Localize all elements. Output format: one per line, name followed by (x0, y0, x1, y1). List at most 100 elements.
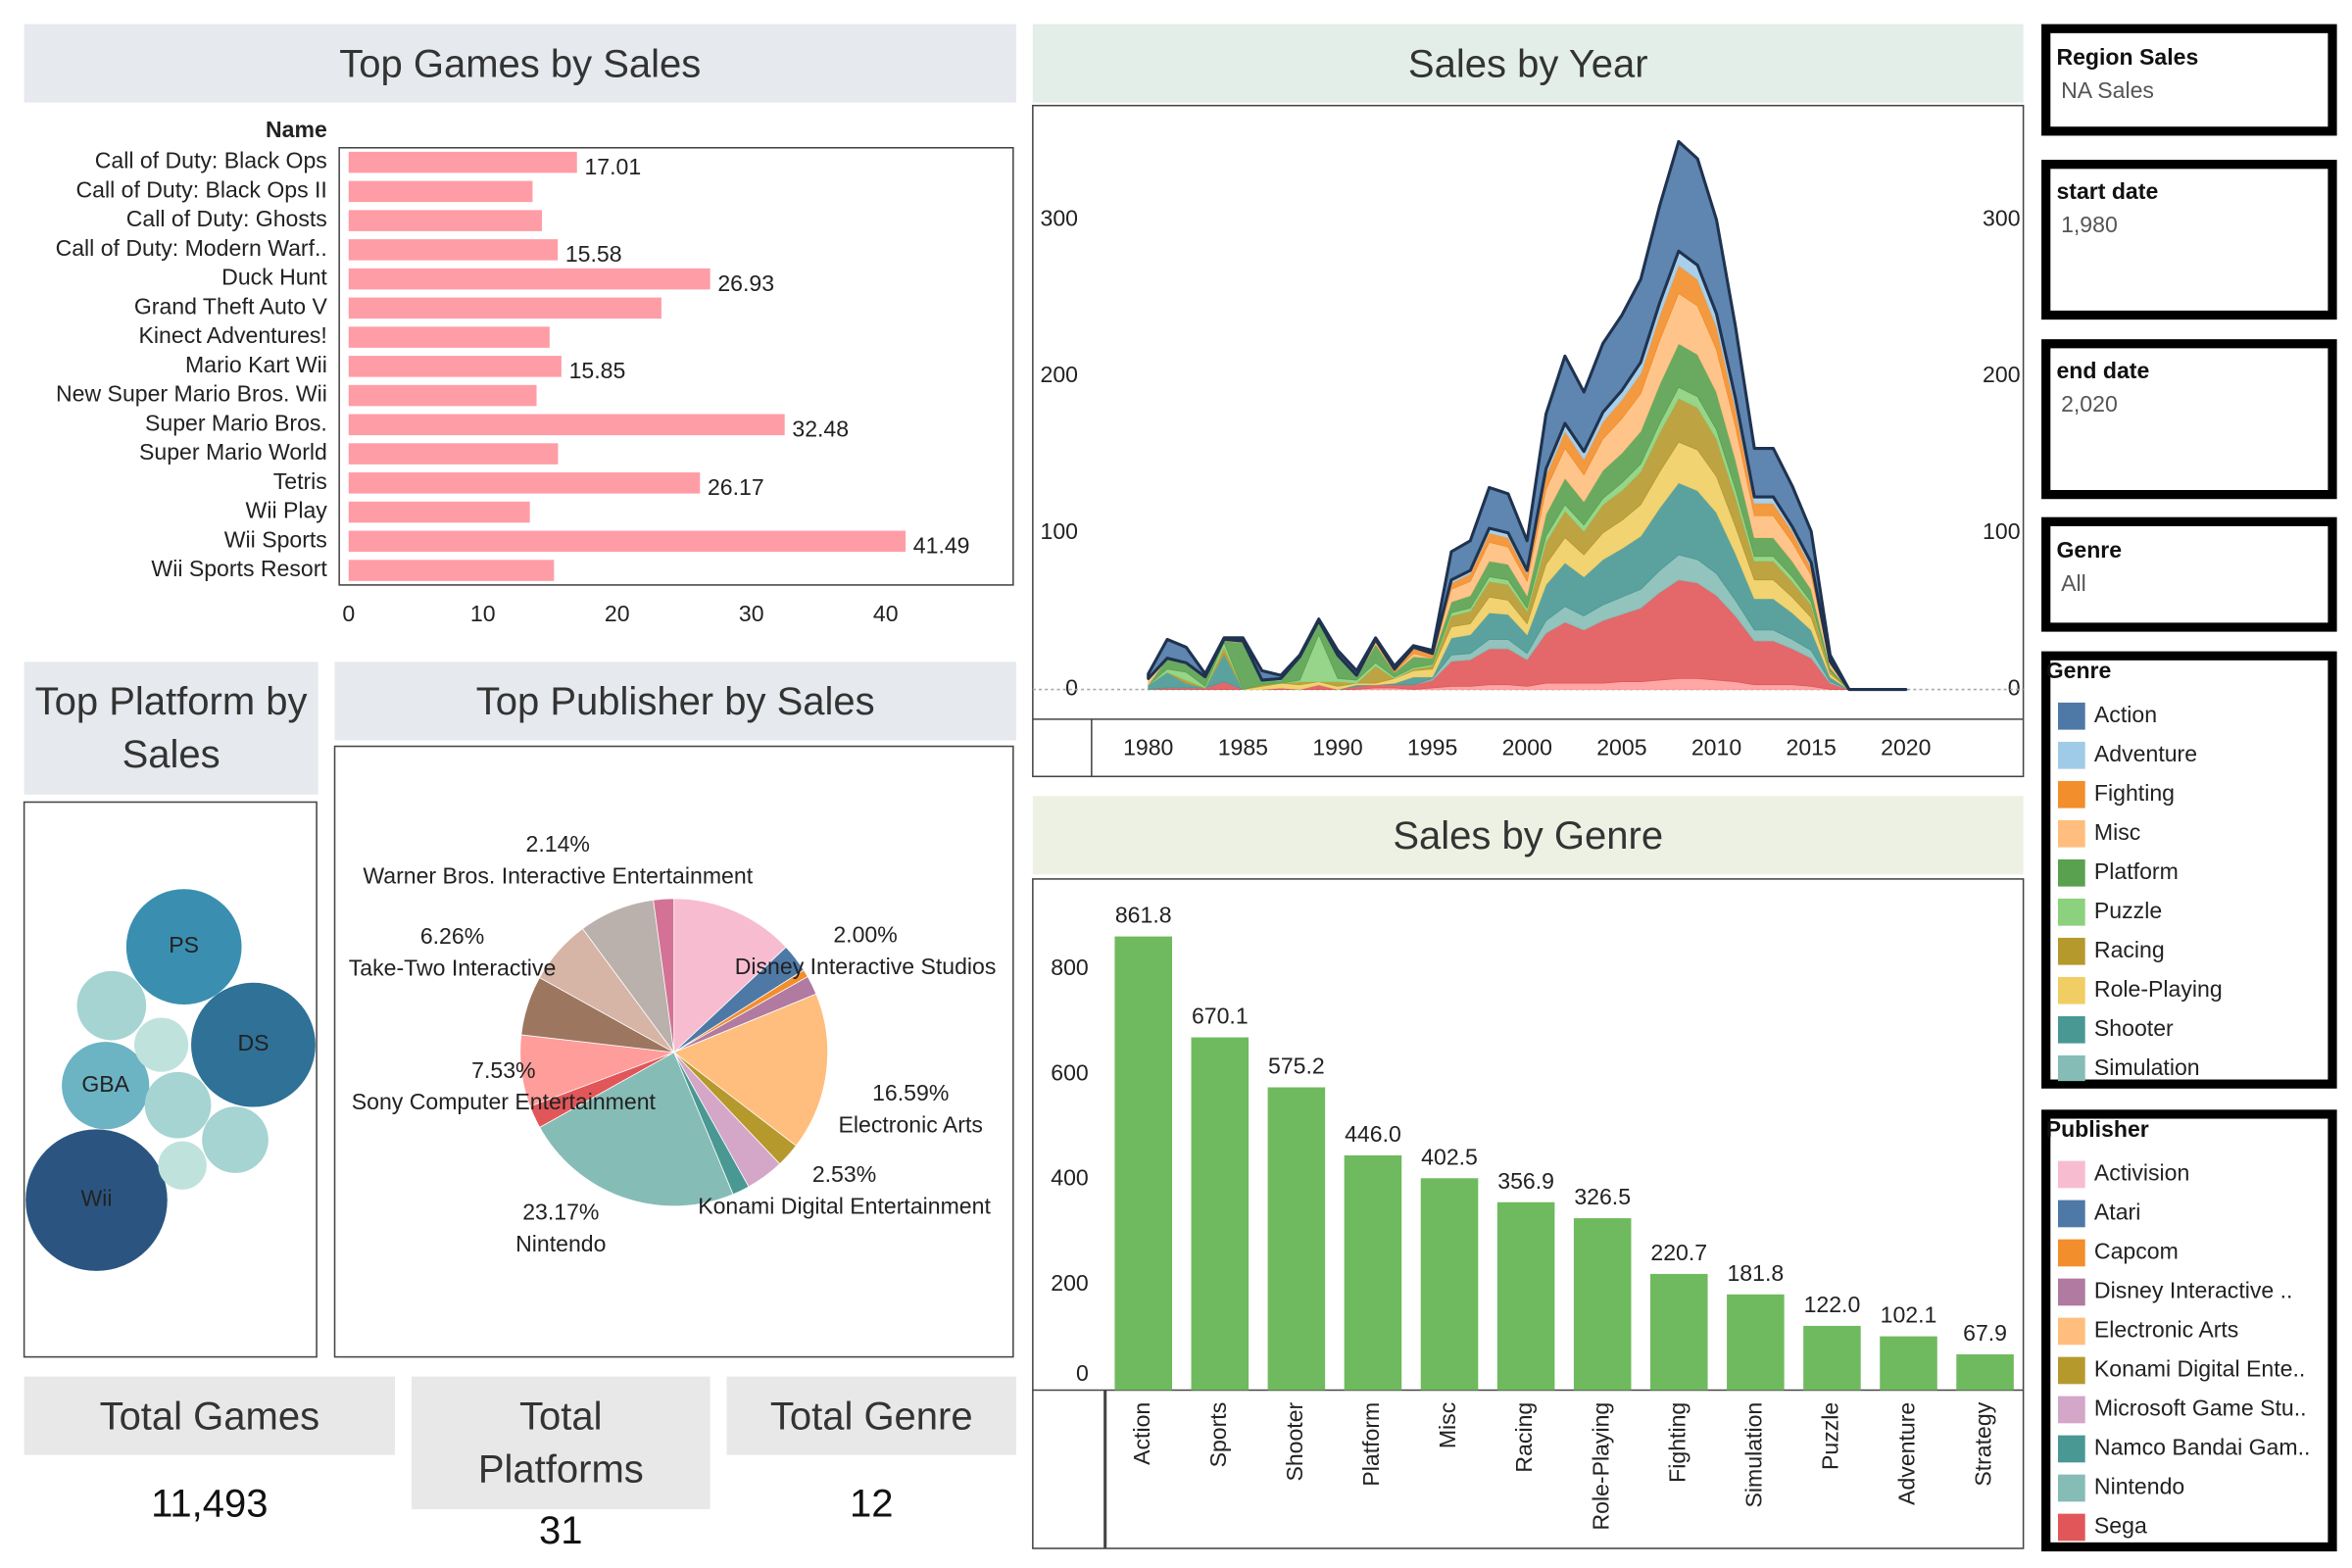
bar (348, 560, 555, 581)
legend-label: Atari (2094, 1200, 2140, 1225)
x-tick-label: 0 (342, 601, 355, 626)
data-label: 861.8 (1115, 903, 1172, 928)
header-bg (1032, 796, 2024, 875)
y-tick-label: Call of Duty: Modern Warf.. (56, 235, 327, 261)
legend-label: Namco Bandai Gam.. (2094, 1435, 2310, 1460)
slice-label: Sony Computer Entertainment (352, 1089, 657, 1114)
y2-tick-label: 300 (1983, 205, 2020, 230)
bar (348, 501, 530, 523)
filter-box[interactable] (2041, 339, 2337, 500)
kpi-header: Total Genre (770, 1393, 973, 1438)
legend-label: Disney Interactive .. (2094, 1278, 2293, 1303)
y-tick-label: Call of Duty: Ghosts (126, 206, 327, 231)
legend-swatch (2058, 1317, 2085, 1346)
data-label: 26.17 (708, 474, 764, 500)
filter-box[interactable] (2041, 24, 2337, 136)
chart-title: Top Publisher by Sales (475, 677, 875, 723)
y2-tick-label: 200 (1983, 362, 2020, 387)
filter-value[interactable]: NA Sales (2061, 77, 2154, 103)
slice-value-label: 7.53% (471, 1057, 535, 1083)
legend-swatch (2058, 937, 2085, 965)
legend-label: Konami Digital Ente.. (2094, 1356, 2305, 1382)
y-tick-label: 400 (1051, 1165, 1088, 1191)
y2-tick-label: 0 (2008, 675, 2021, 701)
kpi-title: Total Games (99, 1392, 320, 1438)
legend-label: Misc (2094, 819, 2140, 845)
y2-tick-label: 100 (1983, 518, 2020, 544)
filter-value[interactable]: 1,980 (2061, 212, 2118, 237)
x-tick-label: Action (1129, 1402, 1154, 1465)
x-tick-label: 2005 (1596, 735, 1646, 760)
data-label: 17.01 (584, 154, 641, 179)
legend-label: Racing (2094, 937, 2165, 962)
legend-swatch (2058, 858, 2085, 887)
bar (1803, 1325, 1861, 1391)
legend-swatch (2058, 1015, 2085, 1044)
bubble (158, 1141, 207, 1190)
bar (348, 414, 785, 436)
bubble (76, 970, 147, 1041)
slice-value-label: 16.59% (872, 1080, 949, 1105)
legend-label: Fighting (2094, 780, 2175, 806)
x-tick-label: 20 (605, 601, 630, 626)
x-tick-label: 1980 (1123, 735, 1173, 760)
filter-value[interactable]: 2,020 (2061, 391, 2118, 416)
bar (348, 472, 701, 494)
filter-box[interactable] (2041, 160, 2337, 320)
y-tick-label: 0 (1076, 1360, 1089, 1386)
pie-slice (539, 1052, 734, 1207)
bar (1420, 1178, 1479, 1391)
pie-slice (673, 898, 787, 1054)
x-tick-label: 1995 (1407, 735, 1457, 760)
legend-label: Platform (2094, 858, 2179, 884)
bubble (125, 889, 242, 1005)
kpi-header: Total Platforms (478, 1394, 644, 1492)
y-tick-label: Mario Kart Wii (185, 352, 327, 377)
y-tick-label: Tetris (273, 468, 327, 494)
x-tick-label: 1990 (1312, 735, 1362, 760)
slice-value-label: 2.53% (812, 1161, 876, 1187)
y-tick-label: Call of Duty: Black Ops II (76, 176, 327, 202)
legend-swatch (2058, 1474, 2085, 1502)
legend-swatch (2058, 1054, 2085, 1082)
y-tick-label: Kinect Adventures! (139, 322, 327, 348)
slice-label: Warner Bros. Interactive Entertainment (363, 862, 753, 888)
header-bg (1032, 24, 2024, 103)
filter-title: Genre (2056, 537, 2122, 563)
genre-legend: Genre Action Adventure Fighting Misc Platfor… (2046, 658, 2223, 1082)
header: Sales by Year (1408, 40, 1648, 85)
bar (1573, 1218, 1632, 1391)
header: Top Games by Sales (339, 40, 701, 85)
slice-label: Electronic Arts (839, 1111, 983, 1137)
bar (348, 210, 543, 231)
kpi-bg (24, 1376, 396, 1455)
slice-label: Disney Interactive Studios (735, 954, 997, 979)
legend-swatch (2058, 976, 2085, 1004)
legend-swatch (2058, 819, 2085, 848)
x-tick-label: 2010 (1691, 735, 1741, 760)
data-label: 26.93 (717, 270, 774, 296)
legend-swatch (2058, 702, 2085, 730)
bubble (62, 1042, 150, 1130)
bar (1344, 1154, 1402, 1391)
filter-value[interactable]: All (2061, 570, 2086, 596)
filter-box[interactable] (2041, 516, 2337, 632)
y-tick-label: 800 (1051, 955, 1088, 980)
filter-title: start date (2056, 178, 2158, 204)
kpi-value: 11,493 (151, 1482, 268, 1525)
y-tick-label: 0 (1065, 675, 1078, 701)
legend-title: Genre (2046, 658, 2112, 683)
data-label: 181.8 (1727, 1260, 1784, 1286)
data-label: 356.9 (1497, 1168, 1554, 1194)
data-label: 670.1 (1192, 1004, 1249, 1029)
x-tick-label: Misc (1435, 1402, 1460, 1448)
x-tick-label: 40 (873, 601, 899, 626)
data-label: 575.2 (1268, 1054, 1325, 1079)
axis-title: Name (266, 117, 327, 142)
bar (1880, 1336, 1937, 1391)
bubble (25, 1129, 168, 1271)
bar (348, 151, 577, 173)
data-label: 32.48 (792, 416, 849, 442)
data-label: 326.5 (1574, 1184, 1631, 1209)
legend-swatch (2058, 780, 2085, 808)
